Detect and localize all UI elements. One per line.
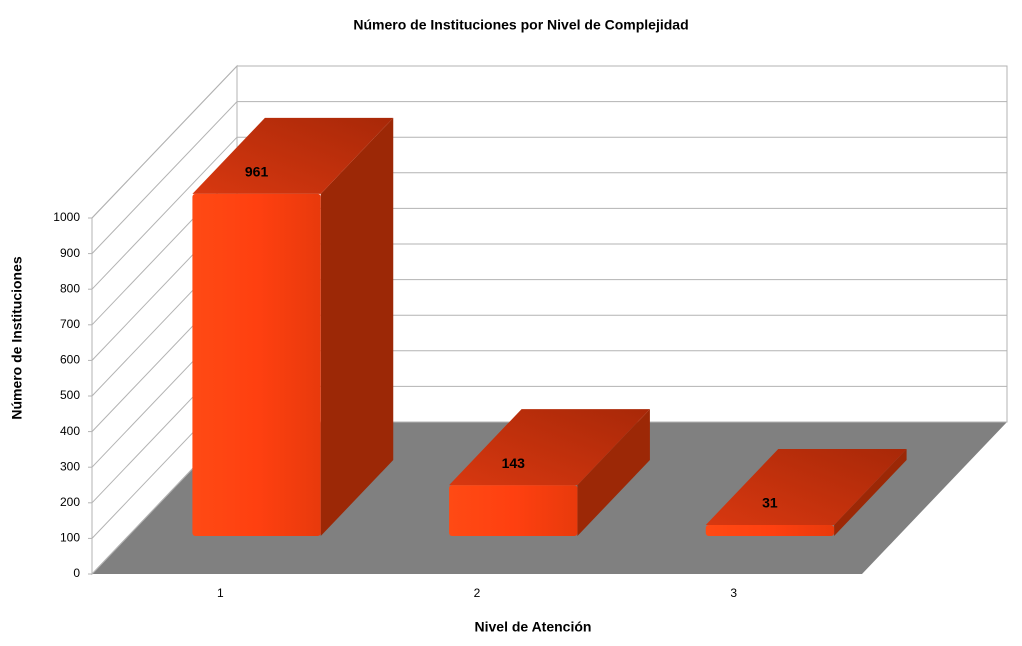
x-tick-label: 3	[730, 586, 737, 600]
bar	[192, 193, 321, 536]
y-tick-label: 400	[60, 424, 80, 438]
y-tick-label: 700	[60, 317, 80, 331]
bar-side	[320, 117, 394, 536]
value-label: 31	[762, 495, 778, 511]
y-tick-label: 500	[60, 388, 80, 402]
value-label: 961	[245, 164, 269, 180]
value-label: 143	[502, 455, 526, 471]
bar	[449, 485, 578, 536]
y-tick-label: 600	[60, 353, 80, 367]
y-tick-label: 900	[60, 246, 80, 260]
chart-title: Número de Instituciones por Nivel de Com…	[353, 17, 688, 33]
bar-top	[705, 448, 907, 525]
bar	[705, 524, 835, 536]
grid-line	[91, 101, 1007, 254]
y-axis-title: Número de Instituciones	[9, 256, 25, 420]
bar-top	[449, 409, 650, 486]
bar-side	[834, 448, 907, 536]
y-tick-label: 0	[73, 566, 80, 580]
bar-top	[192, 117, 394, 194]
x-tick-label: 2	[474, 586, 481, 600]
grid-line	[91, 136, 1007, 290]
grid-line	[91, 65, 1007, 219]
x-axis-title: Nivel de Atención	[475, 619, 592, 635]
bar-side	[577, 409, 650, 536]
y-tick-label: 300	[60, 459, 80, 473]
y-tick-label: 1000	[53, 210, 80, 224]
y-tick-label: 800	[60, 281, 80, 295]
x-tick-label: 1	[217, 586, 224, 600]
y-tick-label: 200	[60, 495, 80, 509]
y-tick-label: 100	[60, 531, 80, 545]
